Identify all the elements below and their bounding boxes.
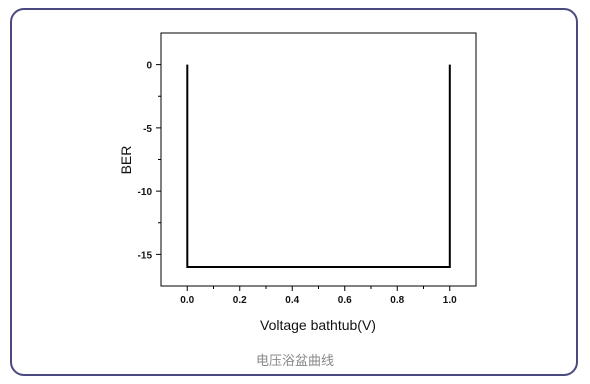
series-group [186, 64, 451, 268]
x-tick-label: 0.8 [390, 295, 404, 306]
y-axis-ticks: 0 -5 -10 -15 [138, 61, 161, 261]
x-axis-ticks: 0.0 0.2 0.4 0.6 0.8 1.0 [180, 286, 457, 306]
y-tick-label: -15 [138, 250, 153, 261]
figure-caption: 电压浴盆曲线 [255, 354, 334, 369]
x-tick-label: 1.0 [443, 295, 457, 306]
x-tick-label: 0.2 [233, 295, 247, 306]
y-axis-title: BER [118, 146, 134, 175]
bathtub-curve-line [186, 64, 451, 268]
x-tick-label: 0.4 [285, 295, 299, 306]
x-tick-label: 0.6 [338, 295, 352, 306]
y-tick-label: -5 [143, 124, 152, 135]
y-tick-label: 0 [146, 61, 152, 72]
chart-card [10, 8, 578, 376]
x-axis-title: Voltage bathtub(V) [260, 317, 376, 333]
x-tick-label: 0.0 [180, 295, 194, 306]
plot-frame [160, 32, 477, 287]
y-tick-label: -10 [138, 187, 153, 198]
